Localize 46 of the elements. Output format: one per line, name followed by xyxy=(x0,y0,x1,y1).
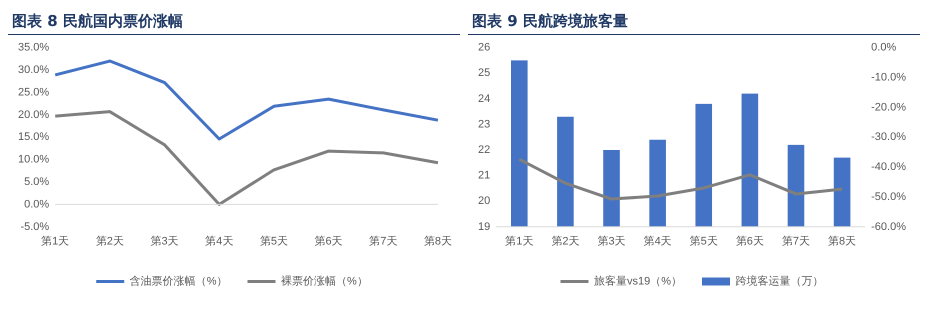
y-tick-label: 22 xyxy=(478,144,490,156)
y-tick-label: 30.0% xyxy=(18,64,50,76)
x-tick-label: 第2天 xyxy=(96,235,124,248)
y-tick-label: -5.0% xyxy=(20,220,50,233)
y-tick-label: 26 xyxy=(478,42,490,54)
x-tick-label: 第3天 xyxy=(597,235,626,248)
y-tick-label: 19 xyxy=(478,220,490,233)
legend-label: 旅客量vs19（%） xyxy=(594,274,682,288)
y-tick-label: 5.0% xyxy=(24,176,50,188)
y-tick-label: 24 xyxy=(478,92,490,105)
x-tick-label: 第8天 xyxy=(828,235,856,248)
y2-tick-label: 0.0% xyxy=(871,42,896,54)
x-tick-label: 第6天 xyxy=(736,235,764,248)
x-tick-label: 第3天 xyxy=(150,235,179,248)
x-tick-label: 第4天 xyxy=(644,235,672,248)
x-tick-label: 第2天 xyxy=(551,235,580,248)
y-tick-label: 0.0% xyxy=(24,198,50,210)
x-tick-label: 第1天 xyxy=(505,235,534,248)
y2-tick-label: -10.0% xyxy=(871,72,906,84)
y-tick-label: 10.0% xyxy=(18,154,50,166)
y-tick-label: 21 xyxy=(478,170,490,182)
y2-tick-label: -20.0% xyxy=(871,101,906,114)
y-tick-label: 23 xyxy=(478,118,490,130)
x-tick-label: 第6天 xyxy=(314,235,343,248)
y2-tick-label: -40.0% xyxy=(871,161,906,174)
chart-title: 图表 8 民航国内票价涨幅 xyxy=(8,8,460,35)
y-tick-label: 25.0% xyxy=(18,86,50,98)
x-tick-label: 第1天 xyxy=(41,235,70,248)
x-tick-label: 第7天 xyxy=(369,235,398,248)
chart-title: 图表 9 民航跨境旅客量 xyxy=(468,8,920,35)
x-tick-label: 第5天 xyxy=(690,235,718,248)
y2-tick-label: -60.0% xyxy=(871,220,906,233)
x-tick-label: 第4天 xyxy=(205,235,234,248)
legend-label: 跨境客运量（万） xyxy=(736,274,824,288)
legend-label: 含油票价涨幅（%） xyxy=(130,274,228,288)
y-tick-label: 25 xyxy=(478,67,490,80)
x-tick-label: 第8天 xyxy=(424,235,452,248)
x-tick-label: 第7天 xyxy=(782,235,810,248)
y2-tick-label: -30.0% xyxy=(871,131,906,144)
y2-tick-label: -50.0% xyxy=(871,190,906,203)
y-tick-label: 15.0% xyxy=(18,131,50,144)
y-tick-label: 20 xyxy=(478,195,490,208)
y-tick-label: 35.0% xyxy=(18,42,50,54)
x-tick-label: 第5天 xyxy=(260,235,288,248)
y-tick-label: 20.0% xyxy=(18,108,50,121)
legend-label: 裸票价涨幅（%） xyxy=(281,274,368,288)
